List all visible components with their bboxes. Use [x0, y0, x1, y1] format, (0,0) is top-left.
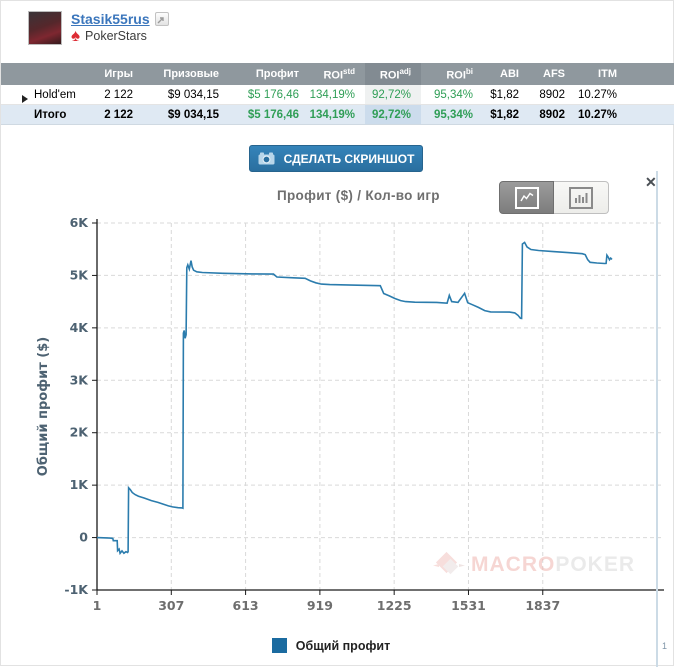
abi-value: $1,82 [490, 108, 519, 121]
line-chart-toggle-button[interactable] [499, 181, 554, 214]
prizes-value: $9 034,15 [167, 88, 219, 101]
chart-title: Профит ($) / Кол-во игр [277, 188, 440, 203]
legend-swatch [271, 638, 287, 653]
svg-text:0: 0 [79, 530, 88, 545]
roi-std-value: 134,19% [309, 108, 355, 121]
col-itm: ITM [598, 68, 617, 80]
games-value: 2 122 [104, 108, 133, 121]
svg-text:5K: 5K [70, 267, 90, 282]
panel-edge-divider [656, 171, 658, 667]
col-games: Игры [104, 68, 133, 80]
roi-bi-value: 95,34% [433, 88, 473, 101]
site-name: PokerStars [85, 29, 147, 43]
col-roi-std: ROIstd [323, 66, 355, 82]
roi-adj-value: 92,72% [365, 85, 421, 104]
svg-text:1: 1 [93, 598, 102, 613]
col-roi-bi: ROIbi [446, 66, 473, 82]
profit-chart-svg: -1K 0 1K 2K 3K 4K 5K 6K 1 307 613 919 1225 1531 1837 Об… [36, 215, 664, 613]
svg-text:4K: 4K [70, 320, 90, 335]
games-value: 2 122 [104, 88, 133, 101]
roi-adj-value: 92,72% [365, 105, 421, 124]
col-abi: ABI [500, 68, 519, 80]
col-profit: Профит [255, 68, 299, 80]
stats-table: Игры Призовые Профит ROIstd ROIadj ROIbi… [1, 63, 674, 125]
row-name: Итого [34, 108, 67, 121]
chart-legend: Общий профит [1, 638, 661, 653]
svg-text:Общий профит ($): Общий профит ($) [36, 337, 51, 476]
pokerstars-logo-icon: ♠ [71, 26, 81, 45]
profile-header: Stasik55rus ♠ PokerStars [28, 11, 169, 45]
abi-value: $1,82 [490, 88, 519, 101]
bar-chart-icon [569, 186, 593, 209]
profile-note-icon[interactable] [154, 12, 169, 26]
profit-value: $5 176,46 [247, 88, 299, 101]
afs-value: 8902 [539, 108, 565, 121]
close-icon[interactable]: ✕ [645, 174, 657, 190]
svg-text:2K: 2K [70, 425, 90, 440]
col-afs: AFS [543, 68, 565, 80]
roi-bi-value: 95,34% [433, 108, 473, 121]
chart-type-toggle [499, 181, 609, 214]
afs-value: 8902 [539, 88, 565, 101]
col-roi-adj: ROIadj [365, 63, 421, 85]
table-row-total: Итого 2 122 $9 034,15 $5 176,46 134,19% … [1, 105, 674, 125]
row-name[interactable]: Hold'em [1, 89, 93, 103]
legend-label: Общий профит [295, 638, 391, 653]
svg-text:1K: 1K [70, 477, 90, 492]
roi-std-value: 134,19% [309, 88, 355, 101]
itm-value: 10.27% [577, 108, 617, 121]
make-screenshot-button[interactable]: СДЕЛАТЬ СКРИНШОТ [249, 145, 423, 172]
svg-text:613: 613 [233, 598, 259, 613]
svg-text:-1K: -1K [64, 582, 89, 597]
svg-text:1531: 1531 [451, 598, 486, 613]
avatar [28, 11, 62, 45]
svg-text:307: 307 [158, 598, 184, 613]
bar-chart-toggle-button[interactable] [554, 181, 609, 214]
prizes-value: $9 034,15 [167, 108, 219, 121]
username-link[interactable]: Stasik55rus [71, 11, 150, 27]
svg-text:1837: 1837 [525, 598, 560, 613]
page-number: 1 [662, 641, 668, 651]
svg-text:3K: 3K [70, 372, 90, 387]
expand-icon[interactable] [22, 94, 28, 103]
svg-text:6K: 6K [70, 215, 90, 230]
profit-chart: -1K 0 1K 2K 3K 4K 5K 6K 1 307 613 919 1225 1531 1837 Об… [1, 211, 674, 616]
col-prizes: Призовые [163, 68, 219, 80]
itm-value: 10.27% [577, 88, 617, 101]
svg-text:919: 919 [307, 598, 333, 613]
table-row-holdem[interactable]: Hold'em 2 122 $9 034,15 $5 176,46 134,19… [1, 85, 674, 105]
line-chart-icon [514, 186, 539, 209]
svg-text:1225: 1225 [377, 598, 412, 613]
screenshot-button-label: СДЕЛАТЬ СКРИНШОТ [283, 151, 415, 166]
camera-icon [258, 152, 275, 165]
stats-table-header-row: Игры Призовые Профит ROIstd ROIadj ROIbi… [1, 63, 674, 85]
profit-value: $5 176,46 [247, 108, 299, 121]
